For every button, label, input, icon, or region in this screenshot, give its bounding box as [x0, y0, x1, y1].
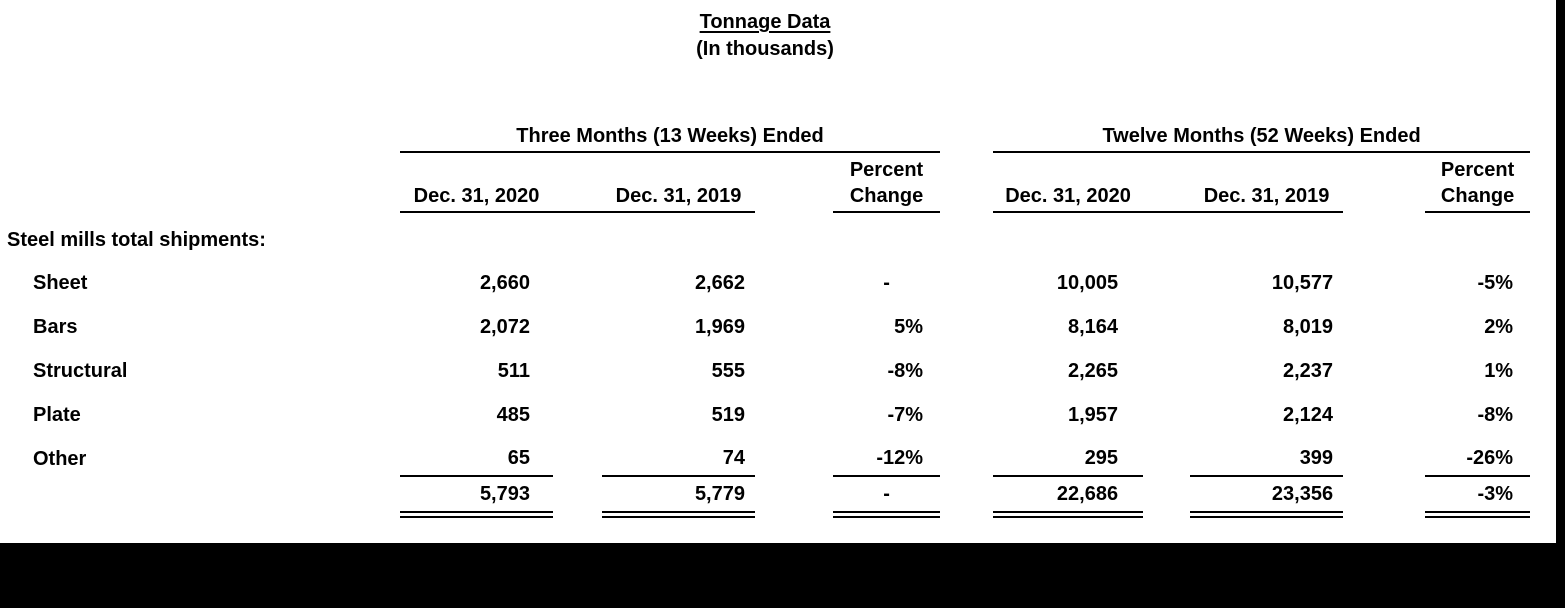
cell-value: - — [883, 272, 890, 294]
table-row: Other 65 74 -12% 295 399 -26% — [0, 432, 1531, 477]
cell-value: 1% — [1484, 360, 1514, 382]
spacer-cell — [1143, 182, 1191, 213]
bottom-black-bar — [0, 543, 1565, 608]
cell-value: 8,019 — [1283, 316, 1334, 338]
cell-value: 2,237 — [1283, 360, 1334, 382]
cell-value: 399 — [1190, 432, 1344, 477]
col-header-12m-2019: Dec. 31, 2019 — [1190, 182, 1344, 213]
cell-value: 10,005 — [1056, 272, 1119, 294]
cell-value: 2% — [1484, 316, 1514, 338]
percent-header-3m: Percent — [849, 159, 924, 181]
tonnage-report: Tonnage Data (In thousands) Three Months… — [0, 8, 1531, 518]
cell-value: 2,660 — [479, 272, 530, 294]
spacer-cell — [940, 152, 993, 182]
cell-value: 1,969 — [694, 316, 745, 338]
cell-value: 8,164 — [1068, 316, 1119, 338]
row-label: Sheet — [33, 272, 88, 294]
cell-value: -26% — [1425, 432, 1531, 477]
table-row: Bars 2,072 1,969 5% 8,164 8,019 2% — [0, 300, 1530, 344]
row-label: Plate — [33, 404, 81, 426]
cell-value: -8% — [887, 360, 924, 382]
table-row: Plate 485 519 -7% 1,957 2,124 -8% — [0, 388, 1530, 432]
cell-value: -8% — [1477, 404, 1514, 426]
col-header-12m-change: Change — [1425, 182, 1531, 213]
group-header-three-months: Three Months (13 Weeks) Ended — [400, 120, 941, 153]
spacer-cell — [0, 120, 400, 152]
cell-value: 74 — [602, 432, 755, 477]
cell-value: 2,265 — [1068, 360, 1119, 382]
cell-value: 10,577 — [1271, 272, 1334, 294]
cell-value: -5% — [1477, 272, 1514, 294]
col-header-12m-2020: Dec. 31, 2020 — [993, 182, 1144, 213]
total-value: - — [833, 476, 941, 518]
spacer-cell — [940, 120, 993, 152]
total-value: 23,356 — [1190, 476, 1344, 518]
row-label: Structural — [33, 360, 128, 382]
percent-header-12m: Percent — [1440, 159, 1515, 181]
spacer-cell — [0, 152, 400, 182]
cell-value: 2,124 — [1283, 404, 1334, 426]
spacer-cell — [940, 182, 993, 212]
cell-value: 2,072 — [479, 316, 530, 338]
cell-value: -7% — [887, 404, 924, 426]
title-block: Tonnage Data (In thousands) — [0, 8, 1530, 63]
cell-value: 555 — [711, 360, 745, 382]
spacer-cell — [553, 182, 602, 213]
date-header-row: Dec. 31, 2020 Dec. 31, 2019 Change Dec. … — [0, 182, 1531, 213]
total-row: 5,793 5,779 - 22,686 23,356 -3% — [0, 476, 1531, 518]
cell-value: 65 — [400, 432, 553, 477]
group-header-twelve-months: Twelve Months (52 Weeks) Ended — [993, 120, 1531, 153]
right-black-bar — [1556, 0, 1565, 608]
table-row: Sheet 2,660 2,662 - 10,005 10,577 -5% — [0, 256, 1530, 300]
cell-value: 295 — [993, 432, 1144, 477]
cell-value: -12% — [833, 432, 941, 477]
total-value: 5,793 — [400, 476, 553, 518]
section-header-row: Steel mills total shipments: — [0, 212, 1530, 256]
col-header-3m-2020: Dec. 31, 2020 — [400, 182, 553, 213]
cell-value: 1,957 — [1068, 404, 1119, 426]
group-header-row: Three Months (13 Weeks) Ended Twelve Mon… — [0, 120, 1531, 153]
cell-value: 2,662 — [694, 272, 745, 294]
page-subtitle: (In thousands) — [696, 38, 834, 60]
cell-value: 519 — [711, 404, 745, 426]
row-label: Bars — [33, 316, 78, 338]
total-value: -3% — [1425, 476, 1531, 518]
spacer-cell — [0, 476, 400, 514]
tonnage-table: Three Months (13 Weeks) Ended Twelve Mon… — [0, 120, 1531, 518]
row-label: Other — [33, 448, 87, 470]
total-value: 22,686 — [993, 476, 1144, 518]
total-value: 5,779 — [602, 476, 755, 518]
section-label: Steel mills total shipments: — [7, 229, 266, 251]
col-header-3m-change: Change — [833, 182, 941, 213]
page-title: Tonnage Data — [699, 11, 831, 33]
cell-value: 511 — [497, 360, 530, 382]
cell-value: 5% — [894, 316, 924, 338]
table-row: Structural 511 555 -8% 2,265 2,237 1% — [0, 344, 1530, 388]
spacer-cell — [0, 182, 400, 212]
col-header-3m-2019: Dec. 31, 2019 — [602, 182, 755, 213]
percent-header-row: Percent Percent — [0, 152, 1530, 182]
cell-value: 485 — [496, 404, 530, 426]
